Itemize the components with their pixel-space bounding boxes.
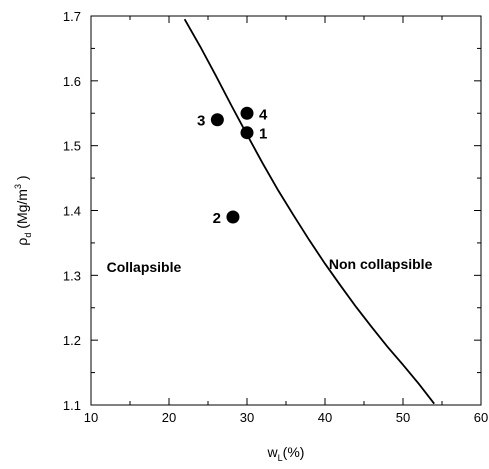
y-tick-label: 1.5 — [63, 139, 81, 154]
data-point-label: 4 — [259, 106, 268, 123]
y-axis-title-greek: ρ — [14, 238, 30, 246]
data-point-label: 2 — [213, 210, 221, 227]
x-axis-title-main: w — [267, 444, 279, 460]
axis-tick-labels: 10 20 30 40 50 60 1.1 1.2 1.3 1.4 1.5 1.6 1.7 — [63, 9, 488, 425]
region-label: Non collapsible — [329, 256, 433, 272]
x-axis-title-sub: L — [278, 453, 283, 463]
x-tick-label: 20 — [162, 410, 176, 425]
y-tick-label: 1.3 — [63, 268, 81, 283]
plot-frame — [90, 15, 482, 406]
x-tick-label: 50 — [396, 410, 410, 425]
x-tick-label: 30 — [240, 410, 254, 425]
y-tick-label: 1.2 — [63, 333, 81, 348]
x-tick-label: 40 — [318, 410, 332, 425]
data-point-marker — [240, 106, 254, 120]
y-axis-title-unit: (Mg/m — [14, 189, 30, 233]
y-tick-label: 1.7 — [63, 9, 81, 24]
y-axis-title: ρd (Mg/m3 ) — [13, 175, 33, 245]
data-point-marker — [226, 210, 240, 224]
y-axis-title-sub: d — [23, 233, 33, 238]
x-tick-label: 60 — [474, 410, 488, 425]
y-tick-label: 1.1 — [63, 398, 81, 413]
y-tick-label: 1.6 — [63, 74, 81, 89]
boundary-curve — [183, 18, 435, 405]
x-axis-title: wL(%) — [267, 444, 305, 463]
region-labels: Collapsible Non collapsible — [107, 256, 433, 275]
x-axis-title-rest: (%) — [283, 444, 305, 460]
data-point-marker — [240, 126, 254, 140]
data-point-label: 1 — [259, 126, 267, 143]
region-label: Collapsible — [107, 259, 182, 275]
y-tick-label: 1.4 — [63, 204, 81, 219]
y-axis-title-close: ) — [14, 175, 30, 184]
y-axis-title-sup: 3 — [13, 184, 23, 189]
data-points: 1 2 3 4 — [197, 106, 268, 227]
data-point-label: 3 — [197, 113, 205, 130]
axis-ticks — [90, 15, 482, 406]
data-point-marker — [210, 113, 224, 127]
x-tick-label: 10 — [84, 410, 98, 425]
